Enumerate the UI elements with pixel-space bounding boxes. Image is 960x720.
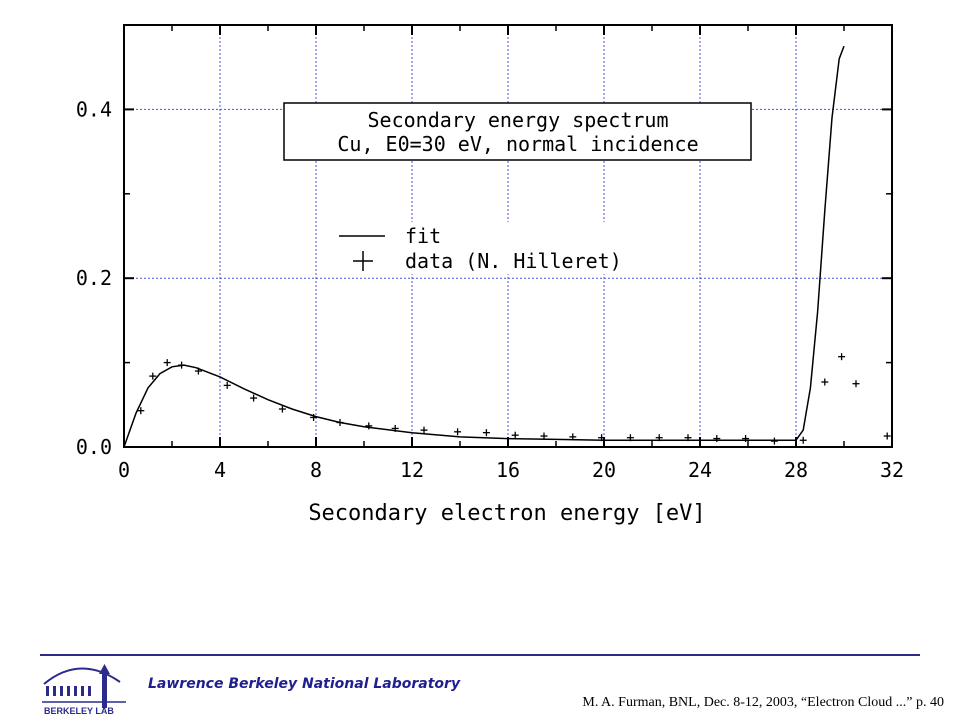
data-point bbox=[821, 378, 829, 386]
legend-data-swatch bbox=[353, 251, 373, 271]
data-point bbox=[163, 359, 171, 367]
data-point bbox=[194, 367, 202, 375]
data-point bbox=[742, 435, 750, 443]
legend: fit data (N. Hilleret) bbox=[326, 222, 668, 274]
y-tick-label: 0.4 bbox=[76, 97, 112, 121]
x-tick-label: 8 bbox=[310, 458, 322, 482]
x-tick-label: 16 bbox=[496, 458, 520, 482]
logo-text: BERKELEY LAB bbox=[44, 706, 114, 716]
data-point bbox=[420, 426, 428, 434]
x-tick-label: 28 bbox=[784, 458, 808, 482]
chart-title: Secondary energy spectrum bbox=[367, 108, 668, 132]
data-point bbox=[713, 435, 721, 443]
x-tick-label: 4 bbox=[214, 458, 226, 482]
data-point bbox=[454, 428, 462, 436]
title-box: Secondary energy spectrum Cu, E0=30 eV, … bbox=[283, 102, 752, 161]
lab-name: Lawrence Berkeley National Laboratory bbox=[148, 676, 461, 692]
data-point bbox=[178, 361, 186, 369]
data-point bbox=[310, 413, 318, 421]
data-point bbox=[223, 381, 231, 389]
data-point bbox=[365, 422, 373, 430]
footer-divider bbox=[40, 654, 920, 656]
data-point bbox=[883, 432, 891, 440]
x-tick-label: 0 bbox=[118, 458, 130, 482]
data-series-points bbox=[137, 353, 891, 445]
berkeley-lab-logo: BERKELEY LAB bbox=[42, 664, 126, 716]
data-point bbox=[336, 419, 344, 427]
chart-subtitle: Cu, E0=30 eV, normal incidence bbox=[337, 132, 698, 156]
data-point bbox=[852, 380, 860, 388]
data-point bbox=[250, 394, 258, 402]
data-point bbox=[770, 437, 778, 445]
legend-fit-label: fit bbox=[405, 224, 441, 248]
data-point bbox=[511, 431, 519, 439]
x-tick-label: 12 bbox=[400, 458, 424, 482]
x-tick-label: 24 bbox=[688, 458, 712, 482]
data-point bbox=[540, 432, 548, 440]
y-tick-label: 0.0 bbox=[76, 435, 112, 459]
data-point bbox=[626, 434, 634, 442]
x-axis-label: Secondary electron energy [eV] bbox=[308, 501, 705, 526]
data-point bbox=[391, 424, 399, 432]
legend-data-label: data (N. Hilleret) bbox=[405, 249, 622, 273]
data-point bbox=[598, 434, 606, 442]
data-point bbox=[278, 405, 286, 413]
data-point bbox=[838, 353, 846, 361]
data-point bbox=[684, 434, 692, 442]
axis-ticks bbox=[123, 25, 893, 448]
citation: M. A. Furman, BNL, Dec. 8-12, 2003, “Ele… bbox=[582, 695, 944, 710]
data-point bbox=[149, 372, 157, 380]
data-point bbox=[569, 433, 577, 441]
x-tick-label: 32 bbox=[880, 458, 904, 482]
data-point bbox=[655, 434, 663, 442]
x-tick-label: 20 bbox=[592, 458, 616, 482]
data-point bbox=[482, 429, 490, 437]
y-tick-label: 0.2 bbox=[76, 266, 112, 290]
y-tick-labels: 0.0 0.2 0.4 bbox=[76, 97, 112, 459]
chart: 0 4 8 12 16 20 24 28 32 0.0 0.2 0.4 Secondary ener… bbox=[76, 24, 904, 526]
data-point bbox=[137, 407, 145, 415]
data-point bbox=[799, 436, 807, 444]
x-tick-labels: 0 4 8 12 16 20 24 28 32 bbox=[118, 458, 904, 482]
